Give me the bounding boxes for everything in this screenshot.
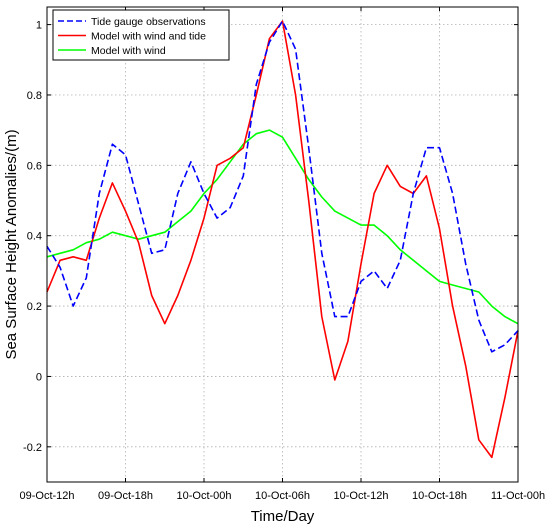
x-tick-label: 10-Oct-18h: [412, 490, 467, 502]
y-tick-label: 0.2: [27, 301, 42, 313]
y-tick-label: 0.8: [27, 90, 42, 102]
y-tick-label: 0.4: [27, 231, 42, 243]
legend-label: Tide gauge observations: [91, 16, 206, 28]
x-tick-label: 10-Oct-00h: [176, 490, 231, 502]
x-tick-label: 10-Oct-06h: [255, 490, 310, 502]
x-axis-label: Time/Day: [251, 508, 315, 525]
x-tick-label: 11-Oct-00h: [491, 490, 545, 502]
y-tick-label: 0: [36, 371, 42, 383]
series-line-1: [46, 20, 519, 459]
y-axis-label: Sea Surface Height Anomalies/(m): [3, 129, 20, 359]
x-tick-label: 09-Oct-18h: [98, 490, 153, 502]
y-tick-label: 0.6: [27, 160, 42, 172]
y-tick-label: 1: [36, 20, 42, 32]
axis-ticks: 09-Oct-12h 09-Oct-18h 10-Oct-00h 10-Oct-06h…: [19, 7, 545, 502]
legend: Tide gauge observations Model with wind a…: [52, 9, 230, 61]
y-tick-label: -0.2: [23, 442, 42, 454]
legend-label: Model with wind: [91, 45, 166, 57]
x-tick-label: 09-Oct-12h: [19, 490, 74, 502]
series-lines: [46, 20, 519, 459]
series-line-0: [46, 20, 519, 353]
series-line-2: [46, 129, 519, 325]
grid-lines: [47, 7, 518, 482]
plot-frame: [46, 6, 519, 483]
x-tick-label: 10-Oct-12h: [333, 490, 388, 502]
legend-label: Model with wind and tide: [91, 31, 206, 43]
